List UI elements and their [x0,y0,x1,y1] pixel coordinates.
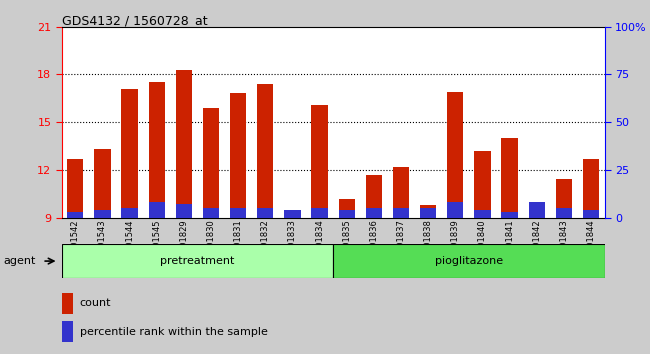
Bar [474,210,491,218]
Bar [62,321,73,342]
Bar [393,208,409,218]
Bar [393,167,409,218]
Text: count: count [79,298,111,308]
Bar [257,84,274,218]
Bar [528,202,545,218]
Bar [62,244,333,278]
Text: GDS4132 / 1560728_at: GDS4132 / 1560728_at [62,14,207,27]
Bar [420,205,436,218]
Bar [94,149,111,218]
Text: percentile rank within the sample: percentile rank within the sample [79,327,268,337]
Bar [528,210,545,218]
Bar [339,210,355,218]
Bar [284,210,300,218]
Bar [62,292,73,314]
Bar [67,212,83,218]
Bar [366,208,382,218]
Bar [366,175,382,218]
Bar [447,202,463,218]
Bar [447,92,463,218]
Text: pretreatment: pretreatment [161,256,235,266]
Bar [501,138,517,218]
Bar [203,208,219,218]
Bar [122,208,138,218]
Bar [583,159,599,218]
Text: agent: agent [3,256,36,266]
Bar [583,210,599,218]
Text: pioglitazone: pioglitazone [435,256,503,266]
Bar [203,108,219,218]
Bar [311,208,328,218]
Bar [149,82,165,218]
Bar [257,208,274,218]
Bar [556,208,572,218]
Bar [501,212,517,218]
Bar [176,70,192,218]
Bar [230,208,246,218]
Bar [420,208,436,218]
Bar [474,151,491,218]
Bar [333,244,604,278]
Bar [122,89,138,218]
Bar [230,93,246,218]
Bar [311,104,328,218]
Bar [556,179,572,218]
Bar [67,159,83,218]
Bar [94,210,111,218]
Bar [176,204,192,218]
Bar [339,199,355,218]
Bar [149,202,165,218]
Bar [284,210,300,218]
